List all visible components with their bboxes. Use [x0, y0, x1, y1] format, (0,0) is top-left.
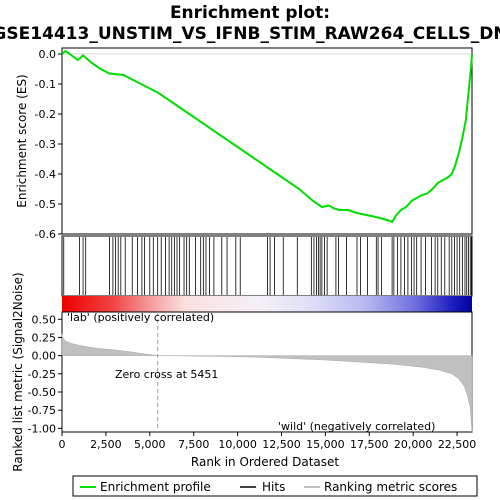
hits-panel-frame — [61, 235, 473, 297]
x-tick-label: 10,000 — [218, 438, 257, 451]
x-tick-label: 17,500 — [350, 438, 389, 451]
ranked-y-axis: 0.50 0.25 0.00 -0.25 -0.50 -0.75 -1.00 — [28, 313, 62, 435]
x-axis: 0 2,500 5,000 7,500 10,000 12,500 15,000 17,500… — [59, 432, 477, 451]
ranked-ytick-label: -1.00 — [28, 422, 56, 435]
rank-color-bar — [62, 296, 472, 312]
x-tick-label: 5,000 — [134, 438, 166, 451]
es-ytick-label: -0.6 — [35, 228, 56, 241]
ranked-panel-frame — [61, 311, 473, 433]
ranked-ytick-label: -0.25 — [28, 368, 56, 381]
x-axis-label: Rank in Ordered Dataset — [191, 455, 339, 469]
x-tick-label: 15,000 — [306, 438, 345, 451]
enrichment-profile-line — [61, 49, 473, 224]
ranked-ytick-label: 0.25 — [32, 331, 57, 344]
x-tick-label: 22,500 — [438, 438, 477, 451]
ranked-ylabel: Ranked list metric (Signal2Noise) — [11, 272, 25, 471]
zero-cross-label: Zero cross at 5451 — [115, 368, 218, 381]
es-ytick-label: -0.3 — [35, 138, 56, 151]
ranked-ytick-label: 0.00 — [32, 350, 57, 363]
hits-marks — [63, 237, 472, 295]
es-ylabel: Enrichment score (ES) — [15, 74, 29, 207]
legend-ranking-label: Ranking metric scores — [324, 480, 457, 494]
ranked-ytick-label: 0.50 — [32, 313, 57, 326]
ranking-metric-area — [61, 333, 473, 433]
legend-hits-label: Hits — [262, 480, 285, 494]
es-y-axis: 0.0 -0.1 -0.2 -0.3 -0.4 -0.5 -0.6 — [35, 48, 472, 241]
chart-title-line2: GSE14413_UNSTIM_VS_IFNB_STIM_RAW264_CELL… — [0, 24, 500, 44]
x-tick-label: 0 — [59, 438, 66, 451]
ranked-ytick-label: -0.50 — [28, 386, 56, 399]
positive-correlation-label: 'lab' (positively correlated) — [67, 311, 214, 324]
x-tick-label: 2,500 — [90, 438, 122, 451]
negative-correlation-label: 'wild' (negatively correlated) — [278, 420, 435, 433]
x-tick-label: 12,500 — [262, 438, 301, 451]
es-ytick-label: -0.2 — [35, 108, 56, 121]
legend-enrichment-label: Enrichment profile — [100, 480, 211, 494]
legend-box — [72, 475, 478, 497]
chart-title-line1: Enrichment plot: — [170, 3, 330, 23]
es-ytick-label: -0.4 — [35, 168, 56, 181]
x-tick-label: 7,500 — [178, 438, 210, 451]
x-tick-label: 20,000 — [394, 438, 433, 451]
es-ytick-label: -0.1 — [35, 78, 56, 91]
es-ytick-label: -0.5 — [35, 198, 56, 211]
es-ytick-label: 0.0 — [39, 48, 57, 61]
ranked-ytick-label: -0.75 — [28, 404, 56, 417]
